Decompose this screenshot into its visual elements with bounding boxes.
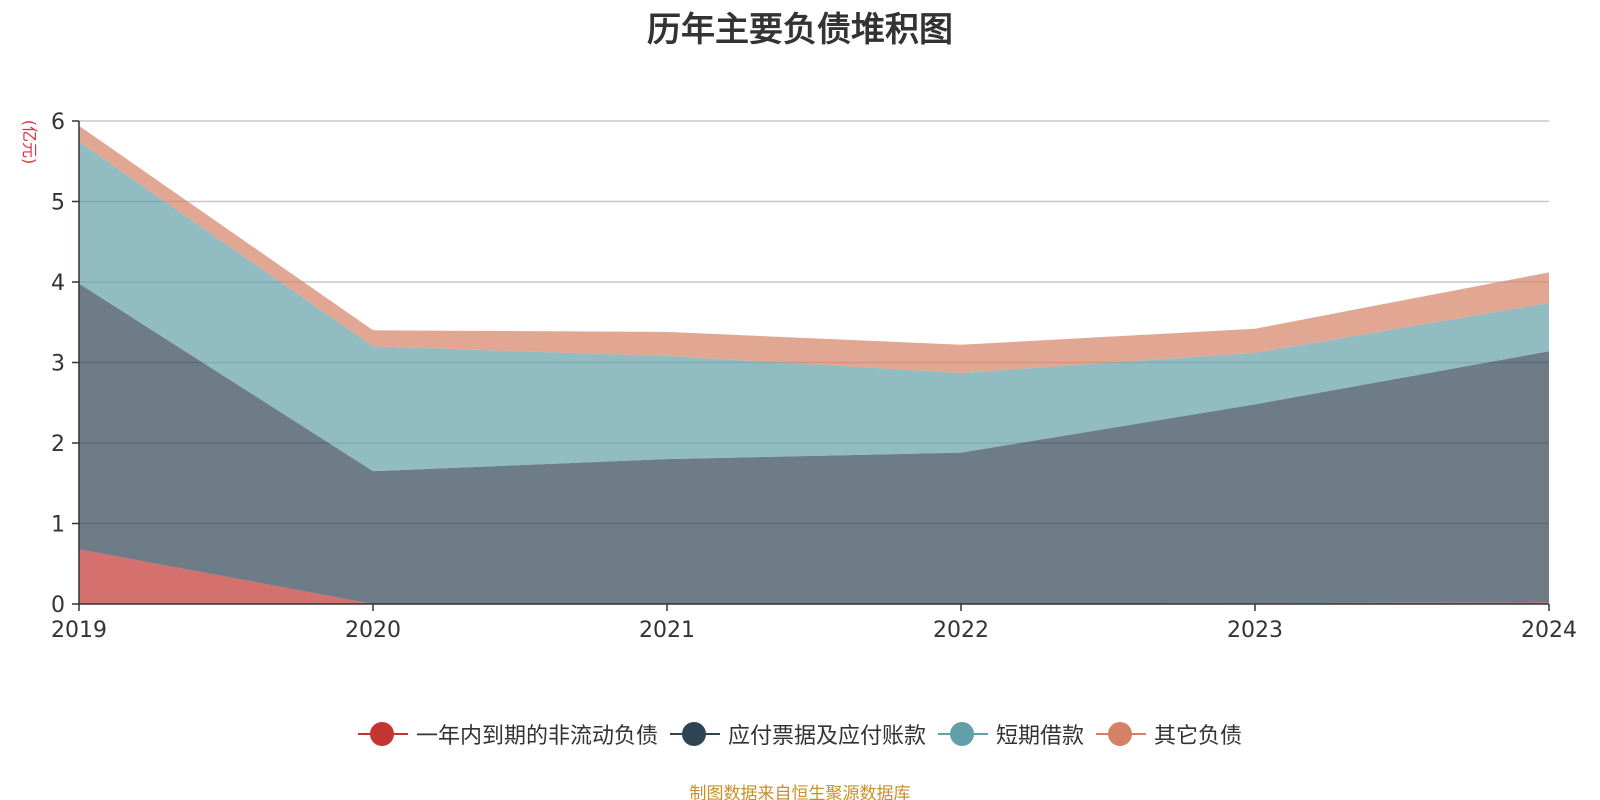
y-tick-label: 6 <box>51 110 65 135</box>
legend-marker-icon <box>1096 721 1147 747</box>
legend-item-3[interactable]: 其它负债 <box>1096 718 1242 750</box>
area-series-0 <box>79 549 1549 604</box>
chart-title: 历年主要负债堆积图 <box>647 10 953 50</box>
legend-item-2[interactable]: 短期借款 <box>938 718 1084 750</box>
legend-label: 应付票据及应付账款 <box>727 724 926 749</box>
y-tick-label: 3 <box>51 352 65 377</box>
y-tick-label: 2 <box>51 432 65 457</box>
axes: 0 1 2 3 4 5 6 2019 2020 2021 2022 2023 2024 <box>51 110 1577 643</box>
data-source-note: 制图数据来自恒生聚源数据库 <box>689 784 911 800</box>
chart-legend: 一年内到期的非流动负债 应付票据及应付账款 短期借款 其它负债 <box>0 718 1600 750</box>
legend-item-1[interactable]: 应付票据及应付账款 <box>669 718 926 750</box>
y-tick-label: 5 <box>51 191 65 216</box>
legend-item-0[interactable]: 一年内到期的非流动负债 <box>357 718 658 750</box>
x-tick-label: 2024 <box>1521 618 1577 643</box>
legend-label: 一年内到期的非流动负债 <box>415 724 658 749</box>
x-tick-label: 2021 <box>639 618 695 643</box>
legend-label: 短期借款 <box>996 724 1085 749</box>
x-tick-label: 2020 <box>345 618 401 643</box>
area-series-2 <box>79 141 1549 472</box>
legend-marker-icon <box>669 721 720 747</box>
x-tick-label: 2022 <box>933 618 989 643</box>
y-tick-label: 0 <box>51 593 65 618</box>
x-tick-label: 2023 <box>1227 618 1283 643</box>
legend-marker-icon <box>938 721 988 747</box>
stacked-area-chart: 0 1 2 3 4 5 6 2019 2020 2021 2022 2023 2024 (亿元) <box>20 110 1577 643</box>
legend-marker-icon <box>357 721 408 747</box>
area-series <box>79 125 1549 604</box>
area-series-1 <box>79 283 1549 604</box>
legend-label: 其它负债 <box>1154 724 1243 749</box>
y-axis-unit-label: (亿元) <box>20 120 39 165</box>
y-tick-label: 4 <box>51 271 65 296</box>
y-tick-label: 1 <box>51 513 65 538</box>
x-tick-label: 2019 <box>51 618 107 643</box>
